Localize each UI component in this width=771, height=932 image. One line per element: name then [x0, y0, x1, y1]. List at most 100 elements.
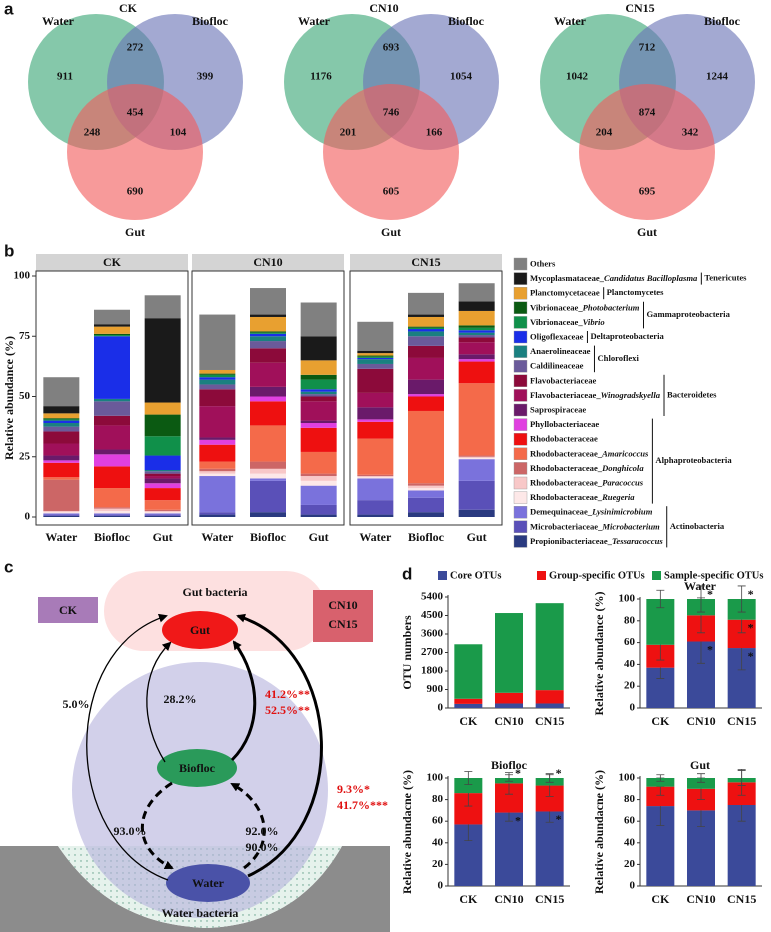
x-tick-label: CN10	[686, 892, 715, 906]
bar-segment	[408, 490, 444, 498]
legend-label: Planctomycetaceae	[530, 288, 600, 298]
bar-segment	[454, 778, 483, 794]
y-tick-label: 1800	[421, 665, 444, 677]
y-tick-label: 0	[630, 702, 636, 714]
y-axis-title: Relative abundance (%)	[2, 336, 16, 460]
bar-segment	[535, 603, 564, 691]
y-tick-label: 0	[630, 880, 636, 892]
facet-strip	[36, 254, 188, 271]
y-tick-label: 80	[432, 793, 444, 805]
bar-segment	[300, 401, 337, 421]
bar-segment	[300, 302, 337, 337]
bar-segment	[408, 394, 444, 397]
bar-segment	[458, 455, 495, 457]
bar-segment	[458, 337, 495, 343]
bar-segment	[300, 396, 337, 402]
bar-segment	[646, 786, 675, 807]
legend-swatch	[513, 287, 528, 300]
y-axis-title: Relative abundance (%)	[592, 592, 606, 716]
bar-segment	[458, 332, 495, 336]
edge-label: 90.0%	[246, 840, 279, 854]
legend-swatch	[513, 462, 528, 475]
venn-value: 399	[197, 71, 214, 83]
bar-segment	[458, 354, 495, 360]
bar-segment	[199, 468, 236, 472]
bar-segment	[250, 314, 286, 317]
bar-segment	[300, 423, 337, 428]
x-tick-label: CN15	[535, 892, 564, 906]
y-tick-label: 25	[19, 450, 31, 462]
venn-circle	[579, 84, 715, 220]
bar-segment	[250, 362, 286, 387]
phylum-label: Gammaproteobacteria	[647, 309, 731, 319]
bar-segment	[199, 476, 236, 513]
diagram: CK CN10 CN15 Gut bacteria Water bacteria…	[0, 571, 390, 932]
y-tick-label: 100	[619, 772, 636, 784]
node-label: Water	[192, 876, 225, 890]
bar-segment	[458, 457, 495, 460]
legend-swatch	[438, 571, 447, 580]
bar-segment	[535, 703, 564, 708]
legend-label: Others	[530, 258, 556, 268]
bar-segment	[454, 644, 483, 699]
y-tick-label: 0	[438, 702, 444, 714]
significance: *	[515, 813, 521, 827]
venn-value: 874	[639, 107, 656, 119]
bar-segment	[199, 389, 236, 407]
legend-swatch	[513, 374, 528, 387]
venn-value: 1244	[706, 71, 729, 83]
bar-segment	[43, 419, 80, 421]
bar-segment	[43, 479, 80, 511]
legend-swatch	[513, 433, 528, 446]
x-tick-label: Biofloc	[250, 530, 287, 544]
bar-segment	[357, 353, 394, 356]
set-label: Gut	[637, 225, 657, 239]
arrow	[86, 613, 169, 881]
set-label: Water	[554, 14, 587, 28]
bar-segment	[144, 483, 181, 489]
significance: *	[748, 587, 754, 601]
legend-swatch	[513, 520, 528, 533]
significance: *	[707, 587, 713, 601]
bar-segment	[144, 512, 181, 514]
bar-segment	[250, 473, 286, 479]
bar-segment	[495, 692, 523, 704]
bar-segment	[408, 497, 444, 513]
bar-segment	[94, 515, 130, 517]
x-tick-label: Gut	[309, 530, 329, 544]
box-label: CK	[59, 603, 78, 617]
venn-title: CN15	[625, 1, 654, 15]
bar-segment	[199, 377, 236, 380]
bar-segment	[408, 396, 444, 411]
bar-segment	[300, 336, 337, 361]
bar-segment	[250, 288, 286, 315]
bar-segment	[43, 418, 80, 420]
y-tick-label: 20	[624, 680, 636, 692]
box-label: CN15	[328, 617, 357, 631]
arrow	[140, 781, 174, 870]
bar-segment	[250, 396, 286, 402]
y-tick-label: 80	[624, 793, 636, 805]
venn-value: 166	[426, 127, 443, 139]
bar-segment	[250, 512, 286, 517]
bar-segment	[144, 470, 181, 472]
bar-segment	[250, 333, 286, 337]
bar-segment	[250, 331, 286, 333]
bar-segment	[199, 512, 236, 515]
y-tick-label: 2700	[421, 646, 444, 658]
y-tick-label: 900	[427, 683, 444, 695]
bar-segment	[144, 295, 181, 319]
y-tick-label: 60	[432, 815, 444, 827]
bar-segment	[94, 333, 130, 336]
y-tick-label: 50	[19, 390, 31, 402]
error-bar	[656, 589, 665, 609]
bar-segment	[408, 292, 444, 315]
bar-segment	[144, 471, 181, 474]
bar-segment	[357, 321, 394, 351]
edge-label: 28.2%	[164, 692, 197, 706]
error-bar	[505, 774, 513, 782]
bar-segment	[43, 460, 80, 463]
bar-segment	[408, 379, 444, 395]
legend-label: Propionibacteriaceae_Tessaracoccus	[530, 536, 663, 546]
